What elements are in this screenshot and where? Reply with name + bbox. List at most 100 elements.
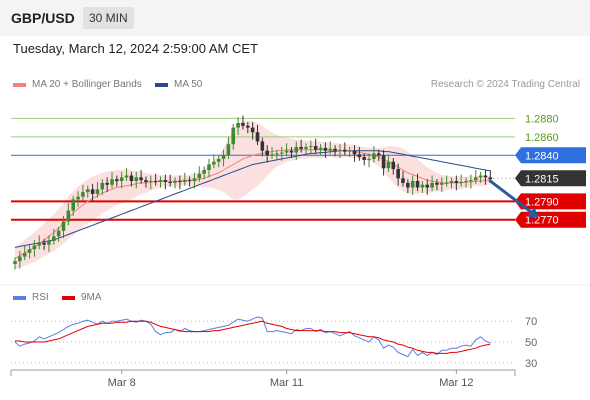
candle [430,175,434,192]
candle [284,143,289,157]
candle-body [18,256,22,262]
candle-body [352,150,357,155]
candle-body [454,181,459,183]
candle-body [202,170,206,174]
candle [202,166,206,180]
candle [250,122,255,140]
candle [197,166,202,182]
candle-body [105,182,109,185]
rsi-tick-50: 50 [525,337,537,349]
candle [124,168,129,182]
candle-body [124,175,129,178]
candle [425,179,430,195]
candle [323,142,328,159]
candle-body [37,242,42,246]
candle-body [32,245,37,250]
candle [105,177,109,193]
candle [459,174,463,187]
candle [478,171,483,183]
candle [435,179,439,191]
candle [255,124,260,146]
candle-body [372,153,376,159]
candle [192,172,197,189]
last-price-label: 1.2815 [525,173,559,185]
candle-body [163,180,168,182]
candle-body [158,180,163,182]
candle-body [420,184,425,188]
candle [328,141,333,155]
candle [367,153,371,168]
candle [381,149,386,176]
candle [304,143,308,155]
candle [139,170,143,184]
candle-body [95,189,100,194]
candle-body [333,148,337,151]
candle [168,174,172,187]
symbol-title: GBP/USD [11,10,75,26]
candle-body [284,150,289,153]
candle [95,181,100,198]
candle [440,177,444,193]
candle-body [386,161,391,169]
candle [66,203,71,226]
candle-body [391,161,396,170]
candle [226,136,231,159]
candle-body [396,169,400,179]
candle-body [304,146,308,149]
candle [56,227,61,242]
timeframe-button[interactable]: 30 MIN [83,7,134,29]
candle-body [182,180,187,182]
candle-body [85,189,90,193]
candle-body [115,179,119,182]
candle [216,155,221,168]
candle-body [464,181,468,183]
candle [246,122,250,134]
candle [449,177,454,189]
rsi-tick-30: 30 [525,358,537,370]
candle [37,235,42,250]
candle-body [144,180,148,182]
candle [454,175,459,191]
candle-body [246,125,250,128]
legend-ma50-swatch [155,83,168,87]
candle [134,171,139,189]
candle-body [66,210,71,222]
candle [357,146,362,161]
candle-body [459,181,463,183]
candle-body [260,141,265,151]
candle-body [469,180,473,182]
candle-body [47,240,51,245]
candle [27,245,32,259]
candle [401,170,405,187]
candle [236,117,240,135]
candle [294,141,299,160]
candle-body [255,132,260,142]
forecast-arrow-shaft [488,179,533,214]
candle [231,123,236,150]
candle-body [56,230,61,237]
candle-body [444,182,449,184]
legend-rsi-label: RSI [32,292,49,303]
candle [13,257,17,270]
candle-body [134,177,139,182]
candle-body [279,152,284,154]
candle [153,173,158,186]
candle-body [362,157,366,160]
candle [299,139,303,153]
candle [410,175,415,195]
legend-ma20-label: MA 20 + Bollinger Bands [32,79,142,90]
research-credit: Research © 2024 Trading Central [431,79,580,90]
candle [32,240,37,257]
candle-body [435,182,439,185]
legend-9ma-label: 9MA [81,292,102,303]
candle [469,174,473,189]
candle-body [299,146,303,149]
candle-body [207,164,211,170]
candle [406,179,410,194]
candle-body [61,221,66,231]
candle [178,175,182,190]
candle-body [415,181,420,188]
candle-body [52,236,56,241]
candle-body [483,175,488,178]
candle-body [231,127,236,145]
